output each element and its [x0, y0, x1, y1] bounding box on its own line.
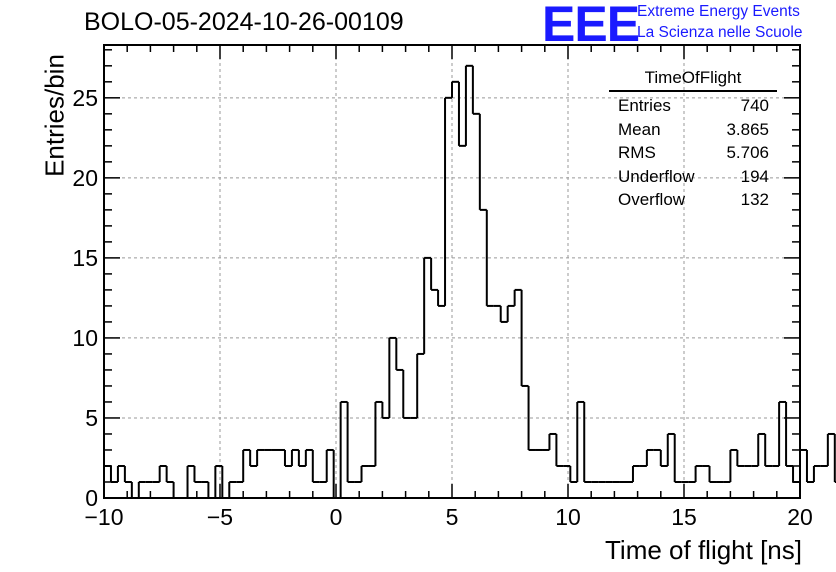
- x-axis-label: Time of flight [ns]: [605, 535, 802, 565]
- stats-row-overflow: Overflow 132: [609, 188, 777, 212]
- x-tick-label: 10: [555, 504, 581, 530]
- stats-row-mean: Mean 3.865: [609, 118, 777, 142]
- stats-value: 5.706: [726, 143, 769, 162]
- axis-ticks: [103, 45, 801, 499]
- stats-row-underflow: Underflow 194: [609, 165, 777, 189]
- y-tick-label: 0: [85, 485, 98, 511]
- y-tick-label: 10: [72, 325, 98, 351]
- stats-box: TimeOfFlight Entries 740 Mean 3.865 RMS …: [609, 68, 777, 212]
- y-tick-label: 20: [72, 165, 98, 191]
- x-tick-label: 5: [446, 504, 459, 530]
- stats-label: Entries: [618, 96, 671, 115]
- stats-value: 3.865: [726, 119, 769, 139]
- stats-row-rms: RMS 5.706: [609, 141, 777, 165]
- x-tick-label: 15: [671, 504, 697, 530]
- stats-value: 740: [740, 96, 769, 115]
- stats-label: Overflow: [618, 190, 686, 209]
- y-tick-label: 15: [72, 245, 98, 271]
- stats-value: 194: [740, 166, 769, 186]
- eee-logo: EEE: [542, 0, 640, 52]
- logo-line-2: La Scienza nelle Scuole: [637, 24, 803, 41]
- logo-line-1: Extreme Energy Events: [637, 3, 800, 20]
- stats-label: RMS: [618, 143, 656, 162]
- x-tick-label: −10: [84, 504, 123, 530]
- y-tick-label: 5: [85, 405, 98, 431]
- run-title: BOLO-05-2024-10-26-00109: [84, 8, 404, 36]
- x-tick-label: 20: [787, 504, 813, 530]
- y-tick-label: 25: [72, 85, 98, 111]
- stats-label: Mean: [618, 119, 661, 139]
- plot-frame: [103, 44, 801, 499]
- x-tick-label: 0: [330, 504, 343, 530]
- stats-row-entries: Entries 740: [609, 94, 777, 118]
- x-tick-label: −5: [207, 504, 233, 530]
- stats-label: Underflow: [618, 166, 695, 186]
- y-axis-label: Entries/bin: [39, 54, 70, 177]
- stats-value: 132: [740, 190, 769, 209]
- stats-title: TimeOfFlight: [609, 68, 777, 92]
- tick-labels: −10 −5 0 5 10 15 20 0 5 10 15 20 25: [72, 85, 812, 530]
